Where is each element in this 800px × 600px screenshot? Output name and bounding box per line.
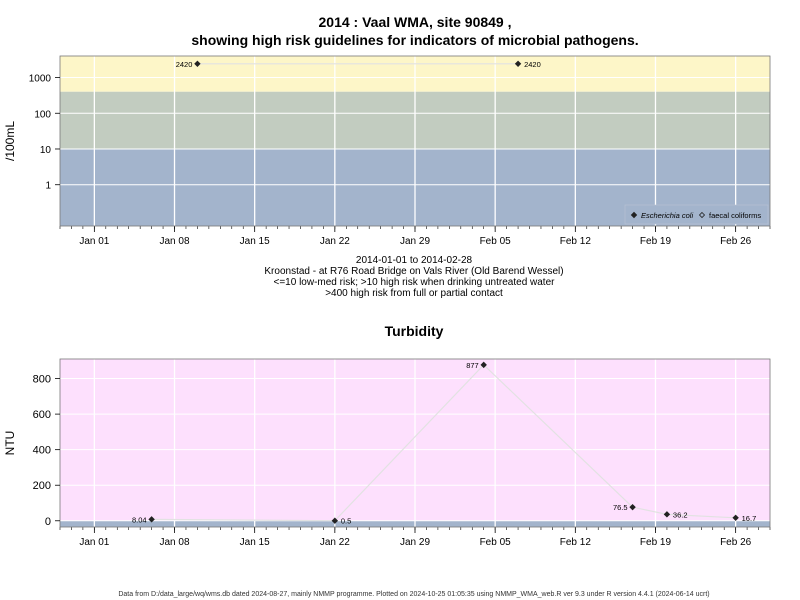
p2-x-tick-label: Feb 12 (560, 537, 592, 548)
p2-y-tick-label: 200 (33, 480, 51, 492)
turbidity-data-label: 76.5 (613, 503, 628, 512)
date-range-note: 2014-01-01 to 2014-02-28 (356, 255, 473, 266)
ecoli-data-label: 2420 (176, 60, 193, 69)
ecoli-point (194, 60, 201, 67)
p1-x-tick-label: Jan 01 (79, 236, 109, 247)
site-note: Kroonstad - at R76 Road Bridge on Vals R… (264, 266, 563, 277)
turbidity-data-label: 0.5 (341, 517, 351, 526)
turbidity-title: Turbidity (385, 323, 444, 339)
p1-x-tick-label: Jan 22 (320, 236, 350, 247)
p2-frame (59, 358, 771, 528)
p2-y-tick-label: 0 (45, 516, 51, 528)
turbidity-data-label: 36.2 (673, 510, 688, 519)
legend-box (624, 204, 769, 225)
turbidity-point (148, 516, 155, 523)
p1-y-axis-label: /100mL (3, 121, 17, 161)
p1-y-tick-label: 1000 (29, 74, 52, 85)
turbidity-data-label: 16.7 (742, 514, 757, 523)
legend-ecoli-marker (630, 211, 638, 219)
p1-y-tick-label: 10 (40, 145, 52, 156)
p2-x-tick-label: Jan 08 (160, 537, 190, 548)
p2-y-tick-label: 800 (33, 374, 51, 386)
ecoli-panel: Jan 01 Jan 08 Jan 15 Jan 22 Jan 29 Feb 05 Feb … (3, 55, 771, 247)
p1-x-tick-label: Feb 19 (640, 236, 672, 247)
p2-x-tick-label: Feb 26 (720, 537, 752, 548)
turbidity-point (732, 514, 739, 522)
p2-y-tick-label: 400 (33, 445, 51, 457)
p2-x-tick-label: Feb 05 (480, 537, 512, 548)
turbidity-point (629, 503, 636, 511)
ecoli-data-label: 2420 (524, 60, 541, 69)
p2-x-tick-label: Jan 15 (240, 537, 270, 548)
p1-x-tick-label: Feb 26 (720, 236, 752, 247)
turbidity-point (331, 517, 339, 524)
legend-faecal-label: faecal coliforms (709, 211, 761, 220)
turbidity-point (663, 511, 671, 518)
chart-title-line2: showing high risk guidelines for indicat… (191, 32, 638, 48)
p1-y-tick-label: 100 (34, 109, 51, 120)
ecoli-point (514, 60, 522, 67)
footer-note: Data from D:/data_large/wq/wms.db dated … (118, 591, 709, 598)
p2-x-tick-label: Jan 29 (400, 537, 430, 548)
guideline-note-2: >400 high risk from full or partial cont… (325, 288, 503, 299)
p2-x-tick-label: Jan 22 (320, 537, 350, 548)
legend-ecoli-label: Escherichia coli (641, 211, 693, 220)
p2-x-tick-label: Feb 19 (640, 537, 672, 548)
guideline-note-1: <=10 low-med risk; >10 high risk when dr… (274, 277, 556, 288)
chart-title-line1: 2014 : Vaal WMA, site 90849 , (319, 14, 512, 30)
p1-x-tick-label: Feb 05 (480, 236, 512, 247)
turbidity-data-label: 8.04 (132, 515, 147, 524)
p1-x-tick-label: Feb 12 (560, 236, 592, 247)
turbidity-series-line (151, 364, 736, 522)
turbidity-point (480, 361, 487, 369)
p1-x-tick-label: Jan 29 (400, 236, 430, 247)
legend-faecal-marker (698, 211, 706, 219)
p1-y-tick-label: 1 (45, 181, 51, 192)
p2-y-tick-label: 600 (33, 409, 51, 421)
p1-frame (59, 55, 771, 227)
p1-x-tick-label: Jan 15 (240, 236, 270, 247)
p2-x-tick-label: Jan 01 (79, 537, 109, 548)
turbidity-panel: Jan 01 Jan 08 Jan 15 Jan 22 Jan 29 Feb 05 Feb … (3, 358, 771, 548)
p1-x-tick-label: Jan 08 (160, 236, 190, 247)
turbidity-data-label: 877 (466, 361, 479, 370)
p2-y-axis-label: NTU (3, 431, 17, 456)
